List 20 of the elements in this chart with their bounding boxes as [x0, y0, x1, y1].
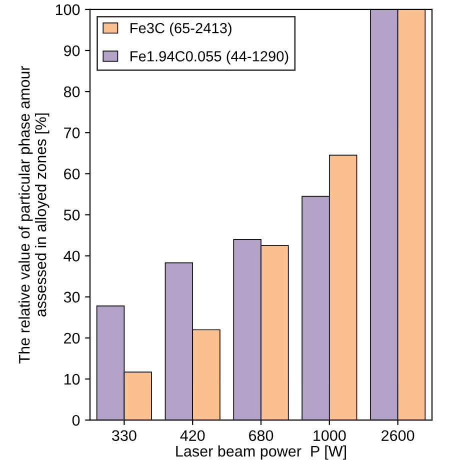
- y-tick-label: 30: [64, 292, 80, 303]
- y-tick-label: 10: [64, 374, 80, 385]
- x-tick-label: 2600: [382, 430, 414, 442]
- y-tick-label: 40: [64, 250, 80, 262]
- y-tick-label: 90: [64, 45, 80, 56]
- x-tick-label: 330: [112, 430, 136, 442]
- y-tick-label: 70: [64, 128, 80, 138]
- y-tick-label: 60: [64, 168, 80, 180]
- y-axis-title: The relative value of particular phase amour assessed in alloyed zones [%]: [18, 66, 50, 364]
- y-tick-label: 50: [64, 210, 80, 220]
- x-tick-label: 1000: [314, 430, 346, 442]
- legend-label: Fe1.94C0.055 (44-1290): [130, 50, 288, 64]
- y-tick-label: 100: [56, 4, 80, 16]
- y-tick-label: 20: [64, 332, 80, 344]
- x-axis-title: Laser beam power P [W]: [176, 445, 346, 460]
- y-tick-label: 0: [72, 414, 80, 426]
- x-tick-label: 420: [180, 430, 205, 442]
- legend-label: Fe3C (65-2413): [130, 22, 232, 36]
- x-tick-label: 680: [249, 430, 274, 442]
- y-tick-label: 80: [64, 86, 80, 98]
